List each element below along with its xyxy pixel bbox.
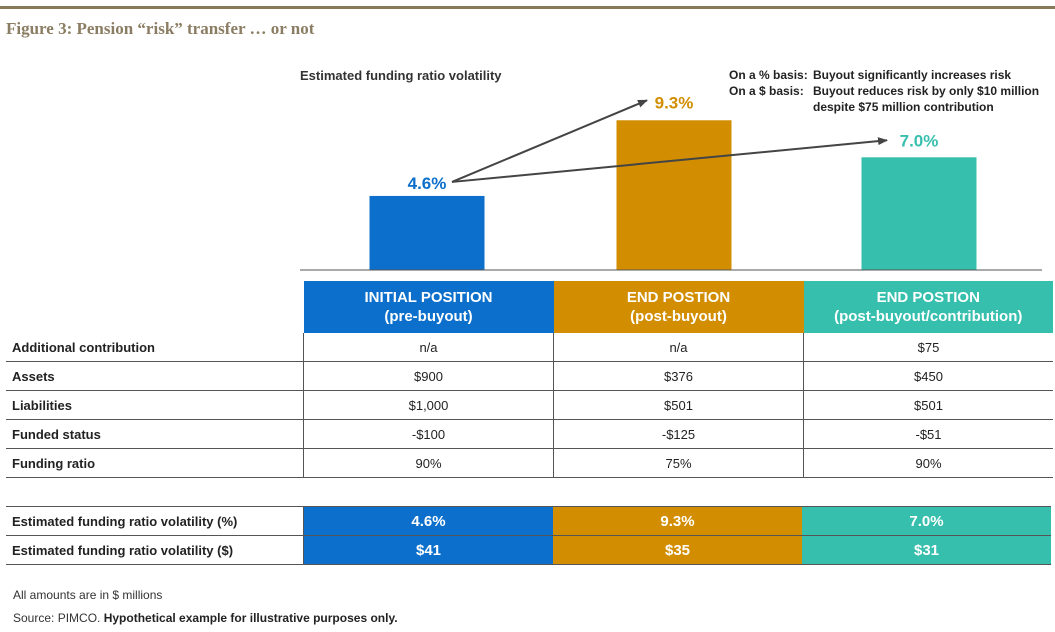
chart-notes: On a % basis: Buyout significantly incre… bbox=[729, 67, 1053, 115]
footnote-source: Source: PIMCO. Hypothetical example for … bbox=[13, 611, 398, 625]
table-cell: 90% bbox=[303, 448, 554, 478]
table-cell: $75 bbox=[803, 333, 1053, 362]
note-percent-basis: On a % basis: Buyout significantly incre… bbox=[729, 67, 1053, 83]
top-rule bbox=[0, 6, 1055, 9]
volatility-bar-chart: 4.6% 9.3% 7.0% bbox=[300, 93, 1042, 271]
arrow-2 bbox=[451, 137, 888, 183]
header-end-position: END POSTION (post-buyout) bbox=[553, 281, 804, 333]
header-line: (pre-buyout) bbox=[384, 308, 473, 325]
volatility-cell: 4.6% bbox=[303, 506, 553, 536]
table-cell: 75% bbox=[553, 448, 804, 478]
data-label-1: 4.6% bbox=[408, 174, 447, 193]
header-empty-cell bbox=[6, 281, 304, 333]
table-cell: n/a bbox=[303, 333, 554, 362]
figure-title: Figure 3: Pension “risk” transfer … or n… bbox=[6, 19, 315, 38]
table-row: Assets $900 $376 $450 bbox=[6, 361, 1053, 391]
row-label: Additional contribution bbox=[6, 333, 304, 362]
table-cell: $501 bbox=[803, 390, 1053, 420]
bar-3 bbox=[861, 157, 977, 270]
table-cell: $900 bbox=[303, 361, 554, 391]
volatility-cell: $41 bbox=[303, 535, 553, 565]
volatility-cell: $31 bbox=[802, 535, 1051, 565]
table-cell: -$100 bbox=[303, 419, 554, 449]
table-row: Estimated funding ratio volatility ($) $… bbox=[6, 535, 1051, 565]
header-line: INITIAL POSITION bbox=[364, 289, 493, 306]
table-cell: $501 bbox=[553, 390, 804, 420]
table-row: Funded status -$100 -$125 -$51 bbox=[6, 419, 1053, 449]
note-text: Buyout significantly increases risk bbox=[813, 68, 1012, 82]
row-label: Funded status bbox=[6, 419, 304, 449]
header-line: (post-buyout/contribution) bbox=[834, 308, 1023, 325]
table-cell: n/a bbox=[553, 333, 804, 362]
row-label: Estimated funding ratio volatility (%) bbox=[6, 506, 304, 536]
note-label: On a $ basis: bbox=[729, 84, 804, 98]
table-cell: $376 bbox=[553, 361, 804, 391]
header-end-position-contribution: END POSTION (post-buyout/contribution) bbox=[803, 281, 1053, 333]
row-label: Liabilities bbox=[6, 390, 304, 420]
footnote-amounts: All amounts are in $ millions bbox=[13, 588, 163, 602]
table-row: Estimated funding ratio volatility (%) 4… bbox=[6, 506, 1051, 536]
positions-table: INITIAL POSITION (pre-buyout) END POSTIO… bbox=[6, 281, 1053, 478]
source-disclaimer: Hypothetical example for illustrative pu… bbox=[103, 611, 398, 625]
header-initial-position: INITIAL POSITION (pre-buyout) bbox=[303, 281, 554, 333]
table-cell: -$125 bbox=[553, 419, 804, 449]
row-label: Funding ratio bbox=[6, 448, 304, 478]
row-label: Estimated funding ratio volatility ($) bbox=[6, 535, 304, 565]
table-cell: $450 bbox=[803, 361, 1053, 391]
table-row: Funding ratio 90% 75% 90% bbox=[6, 448, 1053, 478]
source-prefix: Source: PIMCO. bbox=[13, 611, 101, 625]
note-text: Buyout reduces risk by only $10 million … bbox=[813, 84, 1040, 114]
bar-2 bbox=[616, 120, 732, 271]
chart-subtitle: Estimated funding ratio volatility bbox=[300, 68, 502, 83]
volatility-cell: $35 bbox=[553, 535, 802, 565]
table-cell: 90% bbox=[803, 448, 1053, 478]
row-label: Assets bbox=[6, 361, 304, 391]
data-label-2: 9.3% bbox=[655, 93, 694, 112]
data-label-3: 7.0% bbox=[900, 131, 939, 150]
header-line: END POSTION bbox=[876, 289, 980, 306]
arrow-1 bbox=[451, 99, 648, 183]
header-line: (post-buyout) bbox=[630, 308, 727, 325]
table-row: Additional contribution n/a n/a $75 bbox=[6, 333, 1053, 362]
table-cell: -$51 bbox=[803, 419, 1053, 449]
table-row: Liabilities $1,000 $501 $501 bbox=[6, 390, 1053, 420]
volatility-cell: 9.3% bbox=[553, 506, 802, 536]
volatility-cell: 7.0% bbox=[802, 506, 1051, 536]
note-label: On a % basis: bbox=[729, 68, 808, 82]
volatility-table: Estimated funding ratio volatility (%) 4… bbox=[6, 506, 1051, 565]
note-dollar-basis: On a $ basis: Buyout reduces risk by onl… bbox=[729, 83, 1053, 115]
table-header-row: INITIAL POSITION (pre-buyout) END POSTIO… bbox=[6, 281, 1053, 333]
table-cell: $1,000 bbox=[303, 390, 554, 420]
header-line: END POSTION bbox=[626, 289, 731, 306]
bar-1 bbox=[369, 195, 485, 270]
